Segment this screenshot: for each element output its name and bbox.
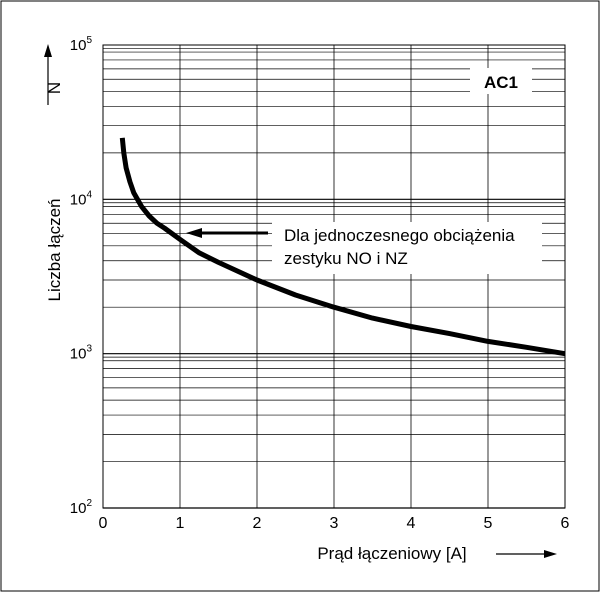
data-series-line — [119, 137, 566, 357]
x-tick-label: 2 — [253, 515, 262, 532]
y-axis-arrow-head — [44, 44, 52, 57]
x-tick-label: 3 — [330, 515, 339, 532]
label-box-bg — [470, 68, 532, 94]
y-axis-symbol: N — [45, 82, 64, 94]
x-axis-arrow-head — [544, 550, 557, 558]
x-tick-label: 5 — [484, 515, 493, 532]
annotation-line-2: zestyku NO i NZ — [284, 249, 408, 268]
x-axis-label: Prąd łączeniowy [A] — [317, 544, 466, 563]
x-tick-label: 0 — [99, 515, 108, 532]
x-tick-label: 6 — [561, 515, 570, 532]
y-tick-label: 104 — [70, 189, 93, 208]
y-tick-exponent: 4 — [86, 189, 92, 200]
y-tick-base: 10 — [70, 191, 87, 208]
y-tick-exponent: 3 — [86, 344, 92, 355]
x-tick-label: 1 — [176, 515, 185, 532]
y-tick-exponent: 2 — [86, 498, 92, 509]
x-ticks: 0 1 2 3 4 5 6 — [99, 515, 570, 532]
y-tick-label: 103 — [70, 344, 93, 363]
y-tick-base: 10 — [70, 346, 87, 363]
annotation-line-1: Dla jednoczesnego obciążenia — [284, 226, 515, 245]
y-axis-label: Liczba łączeń — [45, 198, 64, 301]
annotation-arrow-head — [186, 228, 202, 238]
y-tick-label: 102 — [70, 498, 93, 517]
annotation-bg — [272, 222, 542, 274]
y-tick-exponent: 5 — [86, 35, 92, 46]
x-tick-label: 4 — [407, 515, 416, 532]
plot-area — [102, 44, 566, 509]
y-tick-label: 105 — [70, 35, 93, 54]
y-tick-base: 10 — [70, 37, 87, 54]
y-tick-base: 10 — [70, 500, 87, 517]
label-box: AC1 — [484, 73, 518, 92]
